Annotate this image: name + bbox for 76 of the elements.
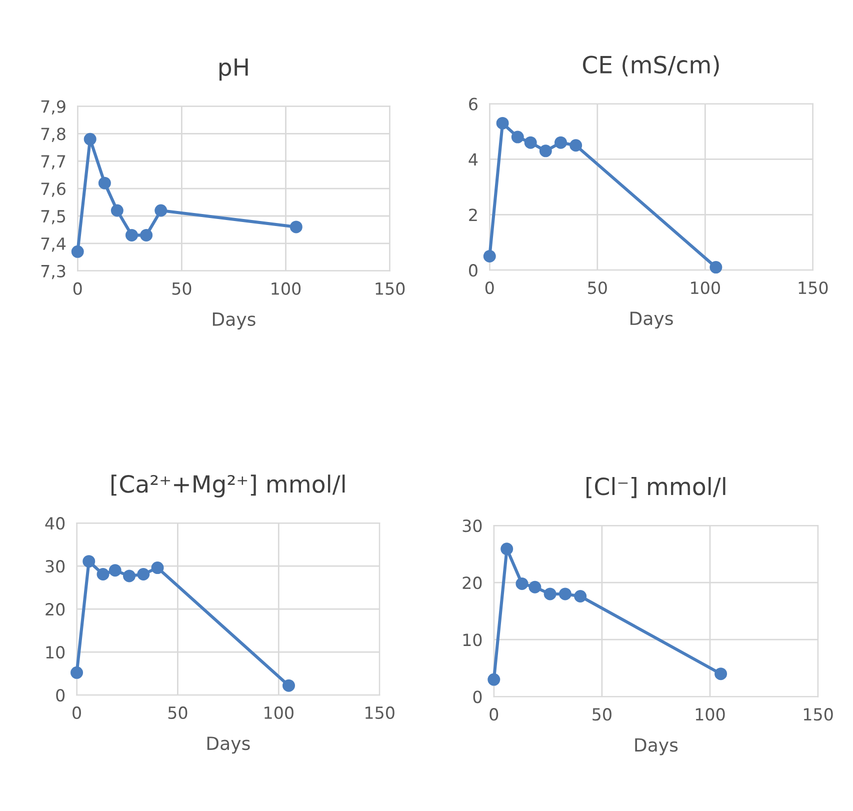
y-tick-label: 10 — [463, 634, 482, 646]
x-axis-title: Days — [630, 312, 673, 329]
x-tick-label: 150 — [798, 281, 828, 294]
point — [483, 250, 496, 262]
point — [570, 139, 582, 152]
point — [96, 568, 110, 580]
x-tick-label: 150 — [376, 282, 405, 295]
x-tick-label: 50 — [168, 706, 188, 720]
point — [151, 562, 164, 574]
x-axis-title: Days — [635, 738, 678, 756]
x-tick-label: 50 — [592, 708, 612, 721]
point — [558, 588, 572, 600]
point — [70, 666, 84, 679]
point — [123, 570, 136, 582]
y-tick-label: 7,5 — [41, 210, 66, 224]
y-tick-label: 2 — [469, 208, 477, 221]
y-tick-label: 0 — [469, 264, 478, 277]
x-tick-label: 150 — [804, 708, 833, 721]
y-tick-label: 0 — [56, 688, 65, 702]
y-tick-label: 6 — [469, 98, 478, 110]
point — [140, 228, 153, 242]
point — [488, 673, 500, 686]
y-tick-label: 0 — [473, 690, 482, 704]
point — [282, 679, 295, 692]
point — [516, 577, 528, 590]
x-tick-label: 100 — [272, 282, 301, 295]
point — [98, 176, 111, 190]
x-tick-label: 0 — [72, 706, 81, 720]
x-axis-title: Days — [212, 312, 256, 330]
chart-title: pH — [219, 58, 248, 81]
y-tick-label: 7,8 — [41, 128, 66, 142]
point — [125, 228, 138, 242]
point — [137, 568, 150, 580]
point — [554, 136, 567, 149]
point — [154, 204, 168, 217]
x-tick-label: 100 — [691, 281, 720, 294]
point — [290, 220, 302, 234]
y-tick-label: 30 — [462, 519, 482, 532]
point — [110, 204, 124, 217]
point — [82, 555, 96, 568]
y-tick-label: 20 — [46, 603, 65, 616]
y-tick-label: 4 — [468, 153, 478, 166]
point — [511, 130, 524, 144]
chart-title: CE (mS/cm) — [582, 55, 719, 76]
x-tick-label: 0 — [73, 282, 82, 295]
x-axis-title: Days — [207, 736, 250, 754]
x-tick-label: 0 — [490, 708, 498, 721]
point — [71, 245, 84, 258]
y-tick-label: 7,9 — [41, 100, 66, 115]
y-tick-label: 10 — [46, 646, 65, 659]
x-tick-label: 50 — [172, 282, 192, 295]
x-tick-label: 150 — [366, 706, 394, 720]
point — [710, 261, 722, 274]
y-tick-label: 7,3 — [41, 264, 66, 280]
point — [524, 136, 537, 149]
y-tick-label: 30 — [46, 560, 65, 573]
x-tick-label: 100 — [696, 708, 725, 721]
point — [544, 588, 556, 600]
x-tick-label: 50 — [588, 281, 607, 294]
point — [500, 542, 514, 556]
point — [574, 590, 587, 603]
point — [84, 132, 96, 146]
chart-title: [Cl⁻] mmol/l — [586, 477, 726, 498]
chart-title: [Ca²⁺+Mg²⁺] mmol/l — [112, 474, 345, 498]
y-tick-label: 40 — [45, 517, 65, 530]
point — [108, 564, 122, 577]
point — [539, 144, 552, 158]
y-tick-label: 7,7 — [41, 155, 66, 170]
y-tick-label: 20 — [462, 576, 482, 590]
y-tick-label: 7,4 — [41, 238, 66, 252]
y-tick-label: 7,6 — [41, 182, 66, 197]
point — [496, 116, 509, 130]
point — [714, 668, 728, 680]
x-tick-label: 100 — [264, 706, 294, 720]
point — [528, 580, 542, 594]
x-tick-label: 0 — [485, 281, 494, 294]
